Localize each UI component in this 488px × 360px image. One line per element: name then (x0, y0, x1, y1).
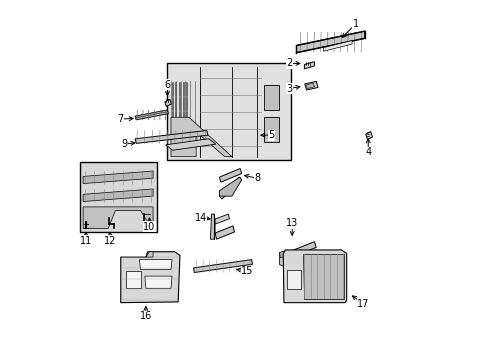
Polygon shape (144, 276, 172, 288)
Polygon shape (365, 132, 372, 139)
Polygon shape (304, 62, 314, 69)
Polygon shape (296, 31, 364, 53)
Polygon shape (139, 260, 172, 270)
Polygon shape (83, 207, 153, 228)
Circle shape (314, 276, 327, 289)
Polygon shape (283, 250, 346, 303)
Text: 5: 5 (268, 130, 274, 140)
Text: 12: 12 (103, 236, 116, 246)
Polygon shape (214, 214, 229, 224)
Polygon shape (135, 110, 168, 120)
Polygon shape (126, 271, 140, 288)
Text: 16: 16 (140, 311, 152, 321)
Bar (264, 85, 278, 110)
Polygon shape (219, 177, 241, 199)
Polygon shape (323, 41, 351, 51)
Polygon shape (286, 270, 301, 289)
Text: 9: 9 (121, 139, 127, 149)
Polygon shape (219, 177, 241, 196)
Text: 3: 3 (285, 84, 292, 94)
Text: 17: 17 (357, 299, 369, 309)
Polygon shape (279, 252, 286, 268)
Text: 4: 4 (365, 147, 370, 157)
Polygon shape (83, 189, 153, 202)
Text: 11: 11 (80, 236, 92, 246)
Text: 15: 15 (241, 266, 253, 276)
Text: 1: 1 (352, 19, 358, 29)
Polygon shape (171, 117, 231, 157)
Text: 6: 6 (164, 80, 170, 90)
Bar (167, 63, 290, 160)
Polygon shape (210, 214, 215, 239)
Polygon shape (145, 252, 153, 257)
Text: 13: 13 (285, 218, 298, 228)
Polygon shape (135, 110, 167, 118)
Polygon shape (193, 260, 252, 273)
Text: 14: 14 (194, 213, 206, 222)
Text: 8: 8 (253, 173, 260, 183)
Polygon shape (302, 253, 344, 299)
Polygon shape (280, 242, 316, 261)
Text: 7: 7 (118, 114, 123, 124)
Polygon shape (215, 226, 234, 239)
Polygon shape (164, 99, 171, 107)
Text: 10: 10 (143, 222, 155, 231)
Polygon shape (219, 168, 241, 182)
Polygon shape (165, 139, 215, 150)
Polygon shape (304, 81, 317, 90)
Bar (80, 162, 156, 232)
Polygon shape (121, 252, 180, 303)
Polygon shape (83, 171, 153, 184)
Polygon shape (135, 131, 207, 143)
Bar (264, 117, 278, 142)
Polygon shape (279, 250, 287, 258)
Text: 2: 2 (285, 58, 292, 68)
Polygon shape (305, 83, 314, 89)
